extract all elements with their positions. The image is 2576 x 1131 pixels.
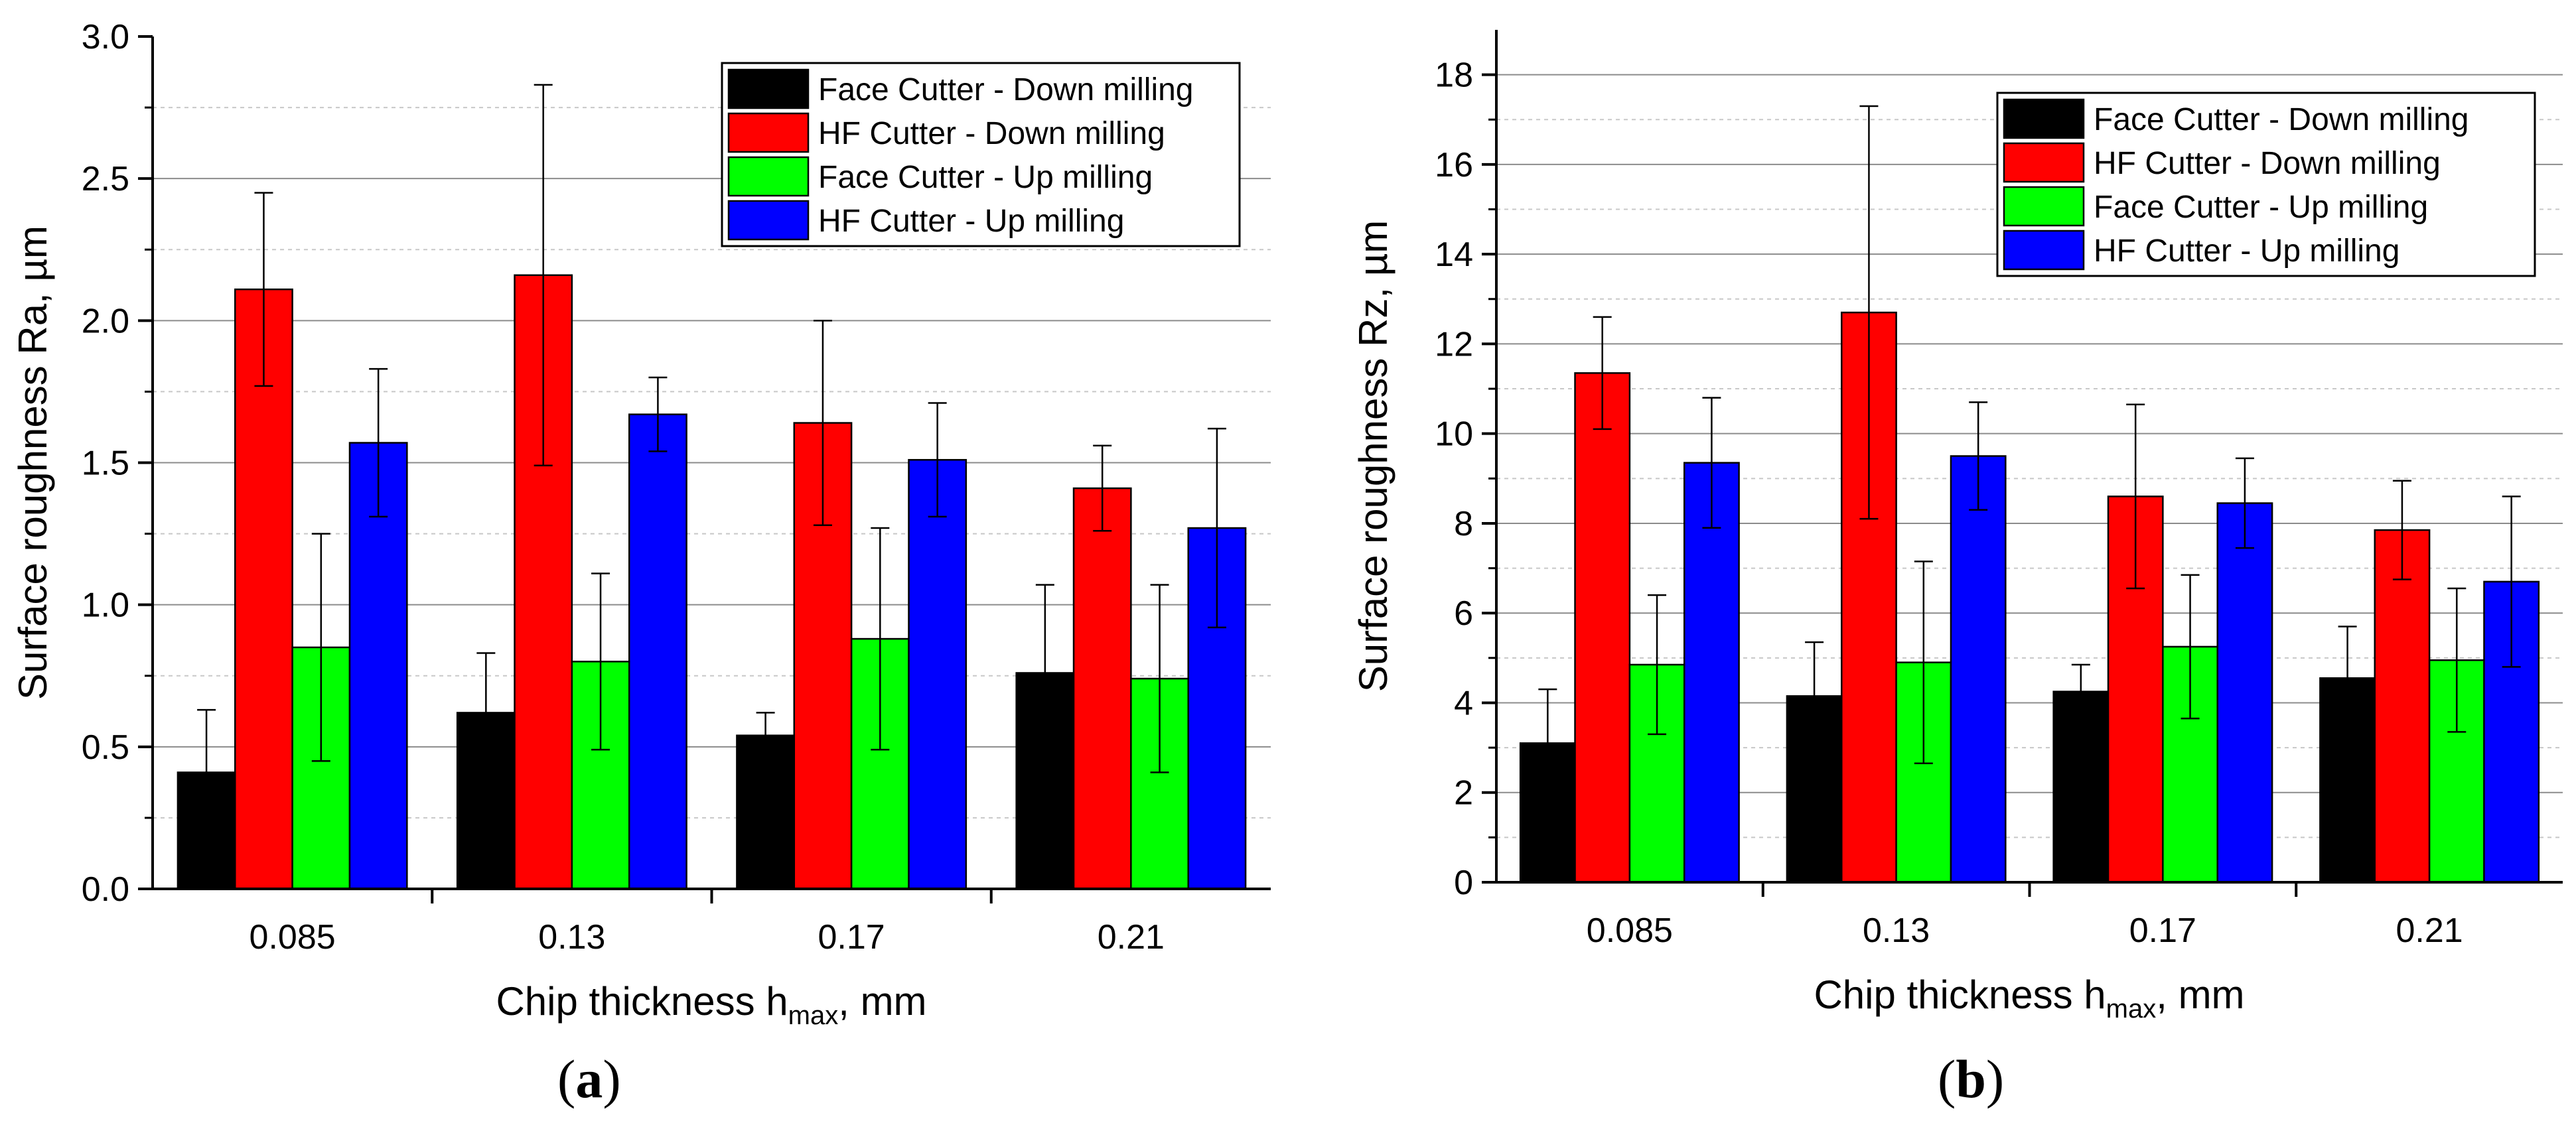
legend-label: HF Cutter - Up milling <box>2094 233 2399 269</box>
x-axis-title: Chip thickness hmax, mm <box>496 979 926 1030</box>
x-tick-label: 0.21 <box>1098 918 1165 957</box>
x-axis-title-main: Chip thickness h <box>1814 972 2106 1017</box>
legend-label: HF Cutter - Up milling <box>818 204 1124 239</box>
x-axis-title-subscript: max <box>788 1001 839 1030</box>
bar <box>628 413 687 890</box>
series-2 <box>234 84 1132 890</box>
y-axis-title: Surface roughness Rz, µm <box>1351 220 1395 693</box>
x-tick-label: 0.17 <box>2129 911 2196 950</box>
y-axis-title: Surface roughness Ra, µm <box>11 226 55 700</box>
caption-open: ( <box>557 1049 576 1109</box>
chart-a: 0.0 0.5 1.0 1.5 2.0 2.5 3.0 0.085 0.13 0.17 0.21 Ch… <box>11 18 1271 1030</box>
series-3 <box>1628 561 2485 884</box>
y-tick-label: 10 <box>1435 415 1473 454</box>
x-axis-title-main: Chip thickness h <box>496 979 788 1024</box>
bar <box>1574 372 1631 884</box>
x-tick-label: 0.21 <box>2396 911 2463 950</box>
caption-close: ) <box>603 1049 621 1109</box>
bar <box>2216 502 2273 884</box>
y-tick-label: 0.5 <box>82 728 129 767</box>
series-3 <box>291 527 1189 890</box>
x-axis-title-subscript: max <box>2106 994 2157 1024</box>
y-tick-label: 1.5 <box>82 444 129 483</box>
caption-letter: a <box>575 1049 603 1109</box>
series-4 <box>1683 397 2540 884</box>
x-tick-label: 0.085 <box>1587 911 1673 950</box>
caption-open: ( <box>1938 1049 1956 1109</box>
caption-letter: b <box>1956 1049 1986 1109</box>
legend: Face Cutter - Down milling HF Cutter - Do… <box>721 62 1241 247</box>
y-tick-label: 4 <box>1454 684 1473 722</box>
x-tick-label: 0.085 <box>250 918 336 957</box>
legend: Face Cutter - Down milling HF Cutter - Do… <box>1996 92 2536 277</box>
legend-swatch <box>727 68 810 109</box>
legend-swatch <box>727 112 810 153</box>
y-tick-label: 16 <box>1435 146 1473 184</box>
legend-swatch <box>2003 230 2085 271</box>
bar <box>908 458 967 890</box>
bar <box>234 288 293 890</box>
bar <box>2374 529 2431 884</box>
y-tick-label: 6 <box>1454 594 1473 633</box>
legend-label: Face Cutter - Down milling <box>2094 102 2469 137</box>
y-tick-label: 1.0 <box>82 586 129 625</box>
legend-swatch <box>2003 98 2085 139</box>
y-tick-label: 2.5 <box>82 160 129 198</box>
legend-label: Face Cutter - Up milling <box>2094 190 2428 225</box>
y-tick-label: 8 <box>1454 505 1473 543</box>
y-tick-label: 0.0 <box>82 870 129 909</box>
y-tick-label: 18 <box>1435 56 1473 95</box>
legend-swatch <box>727 200 810 241</box>
x-axis-title-unit: , mm <box>2156 972 2244 1017</box>
panel-caption-b: (b) <box>1938 1048 2004 1110</box>
series-1 <box>177 584 1075 890</box>
bar <box>1683 462 1740 884</box>
bar <box>1950 455 2007 884</box>
legend-label: Face Cutter - Up milling <box>818 160 1153 195</box>
series-1 <box>1519 626 2376 884</box>
legend-swatch <box>727 156 810 197</box>
legend-label: HF Cutter - Down milling <box>818 116 1165 151</box>
x-tick-label: 0.13 <box>1863 911 1930 950</box>
caption-close: ) <box>1985 1049 2005 1109</box>
bar <box>2052 691 2110 884</box>
legend-label: Face Cutter - Down milling <box>818 72 1194 107</box>
x-axis-title-unit: , mm <box>838 979 926 1024</box>
bar <box>850 637 910 890</box>
y-tick-label: 2 <box>1454 774 1473 813</box>
legend-label: HF Cutter - Down milling <box>2094 146 2441 181</box>
x-tick-label: 0.13 <box>538 918 605 957</box>
y-tick-label: 2.0 <box>82 302 129 340</box>
y-tick-label: 0 <box>1454 864 1473 902</box>
series-2 <box>1574 105 2431 884</box>
y-tick-label: 12 <box>1435 325 1473 364</box>
bar <box>1072 487 1132 890</box>
y-tick-label: 3.0 <box>82 18 129 56</box>
legend-swatch <box>2003 142 2085 183</box>
y-tick-label: 14 <box>1435 235 1473 274</box>
panel-caption-a: (a) <box>557 1048 621 1110</box>
x-tick-label: 0.17 <box>818 918 885 957</box>
legend-box <box>1996 92 2536 277</box>
x-axis-title: Chip thickness hmax, mm <box>1814 972 2244 1024</box>
legend-swatch <box>2003 186 2085 227</box>
chart-b: 0 2 4 6 8 10 12 14 16 18 0.085 0.13 0.17 0.21 Chip thi… <box>1351 30 2563 1024</box>
bar <box>736 734 796 890</box>
